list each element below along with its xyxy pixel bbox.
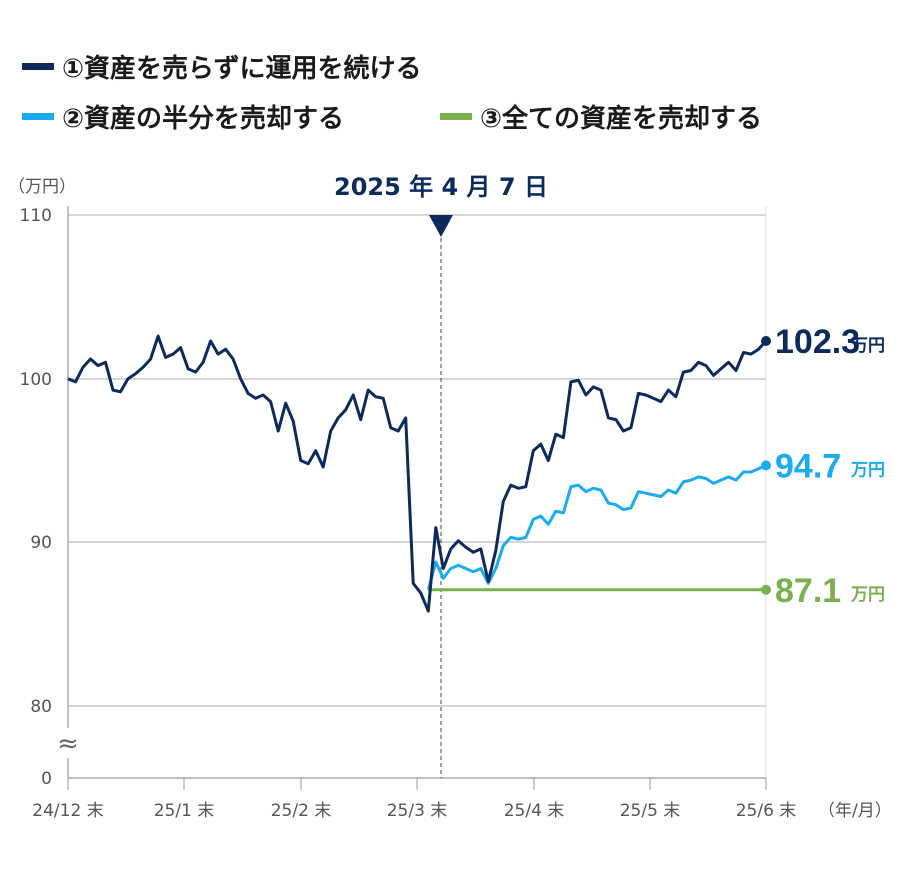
legend-item-3: ③全ての資産を売却する [440,103,762,134]
y-tick-90: 90 [30,533,52,553]
legend: ①資産を売らずに運用を続ける ②資産の半分を売却する ③全ての資産を売却する [22,53,762,134]
legend-swatch-1 [22,63,54,70]
end-unit-3: 万円 [850,585,885,605]
x-tick-label-1: 25/1 末 [154,801,215,821]
event-triangle-icon [429,215,453,237]
end-value-3: 87.1 [775,572,841,610]
series-line-1 [67,334,768,613]
end-label-1: 102.3 万円 [775,323,885,361]
series-end-dot-1 [761,336,771,346]
x-ticks [67,778,767,790]
series-end-dot-3 [761,584,771,595]
legend-label-1: ①資産を売らずに運用を続ける [62,53,422,84]
y-axis-unit: （万円） [8,177,76,197]
end-value-1: 102.3 [775,323,860,361]
event-label: 2025 年 4 月 7 日 [334,173,548,201]
x-tick-label-5: 25/5 末 [620,801,681,821]
legend-label-2: ②資産の半分を売却する [62,103,344,134]
end-label-2: 94.7 万円 [775,447,885,485]
x-tick-label-2: 25/2 末 [271,801,332,821]
y-tick-100: 100 [20,370,52,390]
x-tick-label-4: 25/4 末 [504,801,565,821]
end-unit-1: 万円 [850,336,885,356]
legend-swatch-3 [440,113,472,120]
axis-break-symbol: ≈ [57,729,79,759]
y-tick-110: 110 [20,206,52,226]
x-tick-label-6: 25/6 末 [736,801,797,821]
grid [68,214,766,707]
y-tick-80: 80 [30,697,52,717]
x-tick-label-3: 25/3 末 [387,801,448,821]
end-label-3: 87.1 万円 [775,572,885,610]
series-end-dot-2 [761,460,771,471]
end-unit-2: 万円 [850,460,885,480]
axis-break-mask [52,728,84,758]
event-marker: 2025 年 4 月 7 日 [334,173,548,778]
series-line-2 [426,464,767,591]
end-value-2: 94.7 [775,447,841,485]
y-tick-0: 0 [41,769,52,789]
x-axis-unit: （年/月） [818,801,892,821]
legend-swatch-2 [22,113,54,120]
x-tick-label-0: 24/12 末 [32,801,103,821]
legend-item-2: ②資産の半分を売却する [22,103,344,134]
legend-label-3: ③全ての資産を売却する [480,103,762,134]
legend-item-1: ①資産を売らずに運用を続ける [22,53,422,84]
